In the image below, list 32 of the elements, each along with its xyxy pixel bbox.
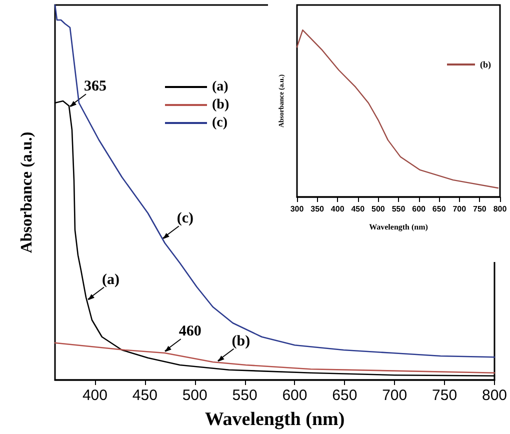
x-tick-label: 400 [330, 204, 345, 214]
x-tick-label: 700 [452, 204, 467, 214]
legend-label: (b) [480, 60, 492, 70]
x-tick-label: 350 [310, 204, 325, 214]
x-axis-title: Wavelength (nm) [204, 409, 345, 430]
legend-label: (b) [212, 98, 230, 112]
x-tick-label: 800 [493, 204, 508, 214]
annotation: (c) [176, 210, 194, 227]
x-tick-label: 450 [132, 387, 158, 404]
x-tick-label: 300 [290, 204, 304, 214]
legend-label: (a) [212, 80, 229, 94]
annotation: 460 [178, 324, 202, 340]
x-tick-label: 550 [232, 387, 258, 404]
annotation: (b) [232, 333, 250, 350]
x-tick-label: 700 [382, 387, 408, 404]
legend-label: (c) [212, 116, 228, 130]
x-tick-label: 750 [473, 204, 487, 214]
annotation: (a) [102, 272, 120, 288]
y-axis-title: Absorbance (a.u.) [18, 132, 36, 254]
annotation: 365 [84, 78, 106, 95]
x-tick-label: 550 [392, 204, 406, 214]
x-tick-label: 600 [282, 387, 308, 404]
x-tick-label: 650 [332, 387, 358, 404]
x-tick-label: 600 [412, 204, 426, 214]
x-tick-label: 800 [482, 387, 507, 404]
x-tick-label: 650 [432, 204, 446, 214]
x-axis-title: Wavelength (nm) [369, 222, 428, 232]
x-tick-label: 750 [432, 387, 458, 404]
x-tick-label: 450 [351, 204, 366, 214]
x-tick-label: 400 [82, 387, 108, 404]
x-tick-label: 500 [372, 204, 386, 214]
x-tick-label: 500 [182, 387, 208, 404]
